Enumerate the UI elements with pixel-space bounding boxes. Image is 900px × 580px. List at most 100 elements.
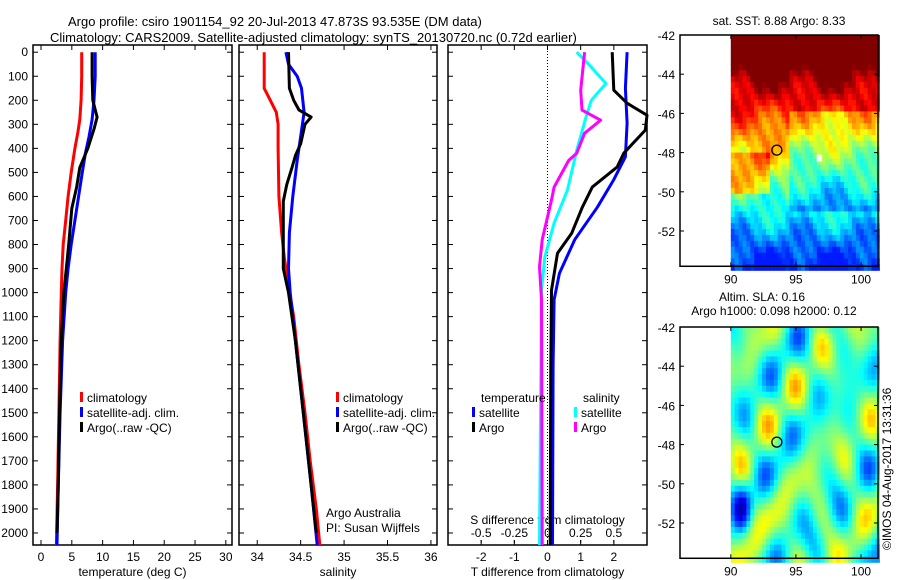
map-cell	[781, 152, 787, 160]
map-cell	[758, 35, 763, 42]
map-cell	[797, 182, 802, 189]
map-cell	[769, 344, 775, 352]
map-cell	[855, 123, 861, 130]
map-cell	[730, 479, 736, 487]
map-cell	[754, 344, 759, 352]
map-cell	[848, 385, 853, 393]
map-cell	[785, 521, 790, 528]
map-cell	[758, 205, 763, 212]
map-cell	[754, 485, 759, 493]
map-cell	[758, 58, 763, 65]
map-cell	[785, 58, 790, 65]
map-cell	[809, 229, 814, 236]
map-cell	[840, 170, 845, 177]
map-cell	[789, 35, 794, 42]
map-cell	[734, 385, 740, 393]
map-cell	[832, 421, 837, 428]
map-cell	[859, 362, 865, 369]
map-cell	[738, 491, 744, 499]
map-cell	[805, 240, 810, 248]
map-cell	[859, 164, 865, 171]
y-tick-label: 100	[8, 69, 28, 83]
map-cell	[781, 356, 787, 363]
map-cell	[851, 211, 857, 218]
map-cell	[851, 158, 857, 165]
map-cell	[762, 246, 767, 254]
map-cell	[855, 205, 861, 212]
map-cell	[844, 193, 849, 201]
map-cell	[734, 40, 740, 48]
map-cell	[730, 526, 736, 534]
x-tick-label: 100	[851, 272, 871, 286]
map-cell	[734, 217, 740, 224]
s-tick-label: 0.5	[605, 526, 622, 540]
map-cell	[851, 35, 857, 42]
map-cell	[738, 264, 744, 271]
map-cell	[773, 70, 779, 77]
map-cell	[805, 135, 810, 142]
map-cell	[742, 438, 747, 446]
map-cell	[867, 135, 873, 142]
map-cell	[855, 374, 861, 381]
map-cell	[836, 135, 841, 142]
map-cell	[777, 211, 783, 218]
map-cell	[758, 199, 763, 207]
map-cell	[777, 193, 783, 201]
map-cell	[871, 356, 876, 363]
map-cell	[820, 544, 826, 552]
map-cell	[758, 164, 763, 171]
map-cell	[781, 240, 787, 248]
map-cell	[762, 338, 767, 346]
map-cell	[820, 338, 826, 346]
map-cell	[816, 105, 822, 113]
map-cell	[828, 217, 833, 224]
map-cell	[781, 258, 787, 265]
map-cell	[781, 223, 787, 230]
map-cell	[867, 479, 873, 487]
map-cell	[730, 182, 736, 189]
map-cell	[758, 146, 763, 154]
map-cell	[871, 99, 876, 107]
map-cell	[863, 468, 869, 475]
map-cell	[859, 550, 865, 557]
map-cell	[848, 327, 853, 334]
map-cell	[734, 521, 740, 528]
map-cell	[777, 82, 783, 89]
map-cell	[766, 205, 771, 212]
map-cell	[797, 450, 802, 457]
map-cell	[851, 187, 857, 195]
map-cell	[812, 544, 818, 552]
map-cell	[738, 87, 744, 95]
map-cell	[742, 264, 747, 271]
map-cell	[746, 556, 751, 563]
map-cell	[832, 409, 837, 416]
map-cell	[730, 140, 736, 148]
map-cell	[754, 468, 759, 475]
map-cell	[758, 252, 763, 260]
map-cell	[734, 332, 740, 340]
map-cell	[738, 170, 744, 177]
map-cell	[859, 379, 865, 387]
map-cell	[871, 450, 876, 457]
map-cell	[840, 211, 845, 218]
map-cell	[781, 521, 787, 528]
map-cell	[738, 409, 744, 416]
map-cell	[773, 111, 779, 118]
map-cell	[832, 87, 837, 95]
map-cell	[742, 187, 747, 195]
map-cell	[766, 252, 771, 260]
map-cell	[836, 123, 841, 130]
map-cell	[789, 350, 794, 357]
map-cell	[777, 332, 783, 340]
map-cell	[820, 468, 826, 475]
map-cell	[871, 421, 876, 428]
map-cell	[809, 52, 814, 60]
map-cell	[758, 105, 763, 113]
map-cell	[758, 497, 763, 504]
map-cell	[805, 205, 810, 212]
map-cell	[851, 356, 857, 363]
map-cell	[812, 140, 818, 148]
map-cell	[738, 462, 744, 469]
map-cell	[848, 491, 853, 499]
map-cell	[805, 211, 810, 218]
